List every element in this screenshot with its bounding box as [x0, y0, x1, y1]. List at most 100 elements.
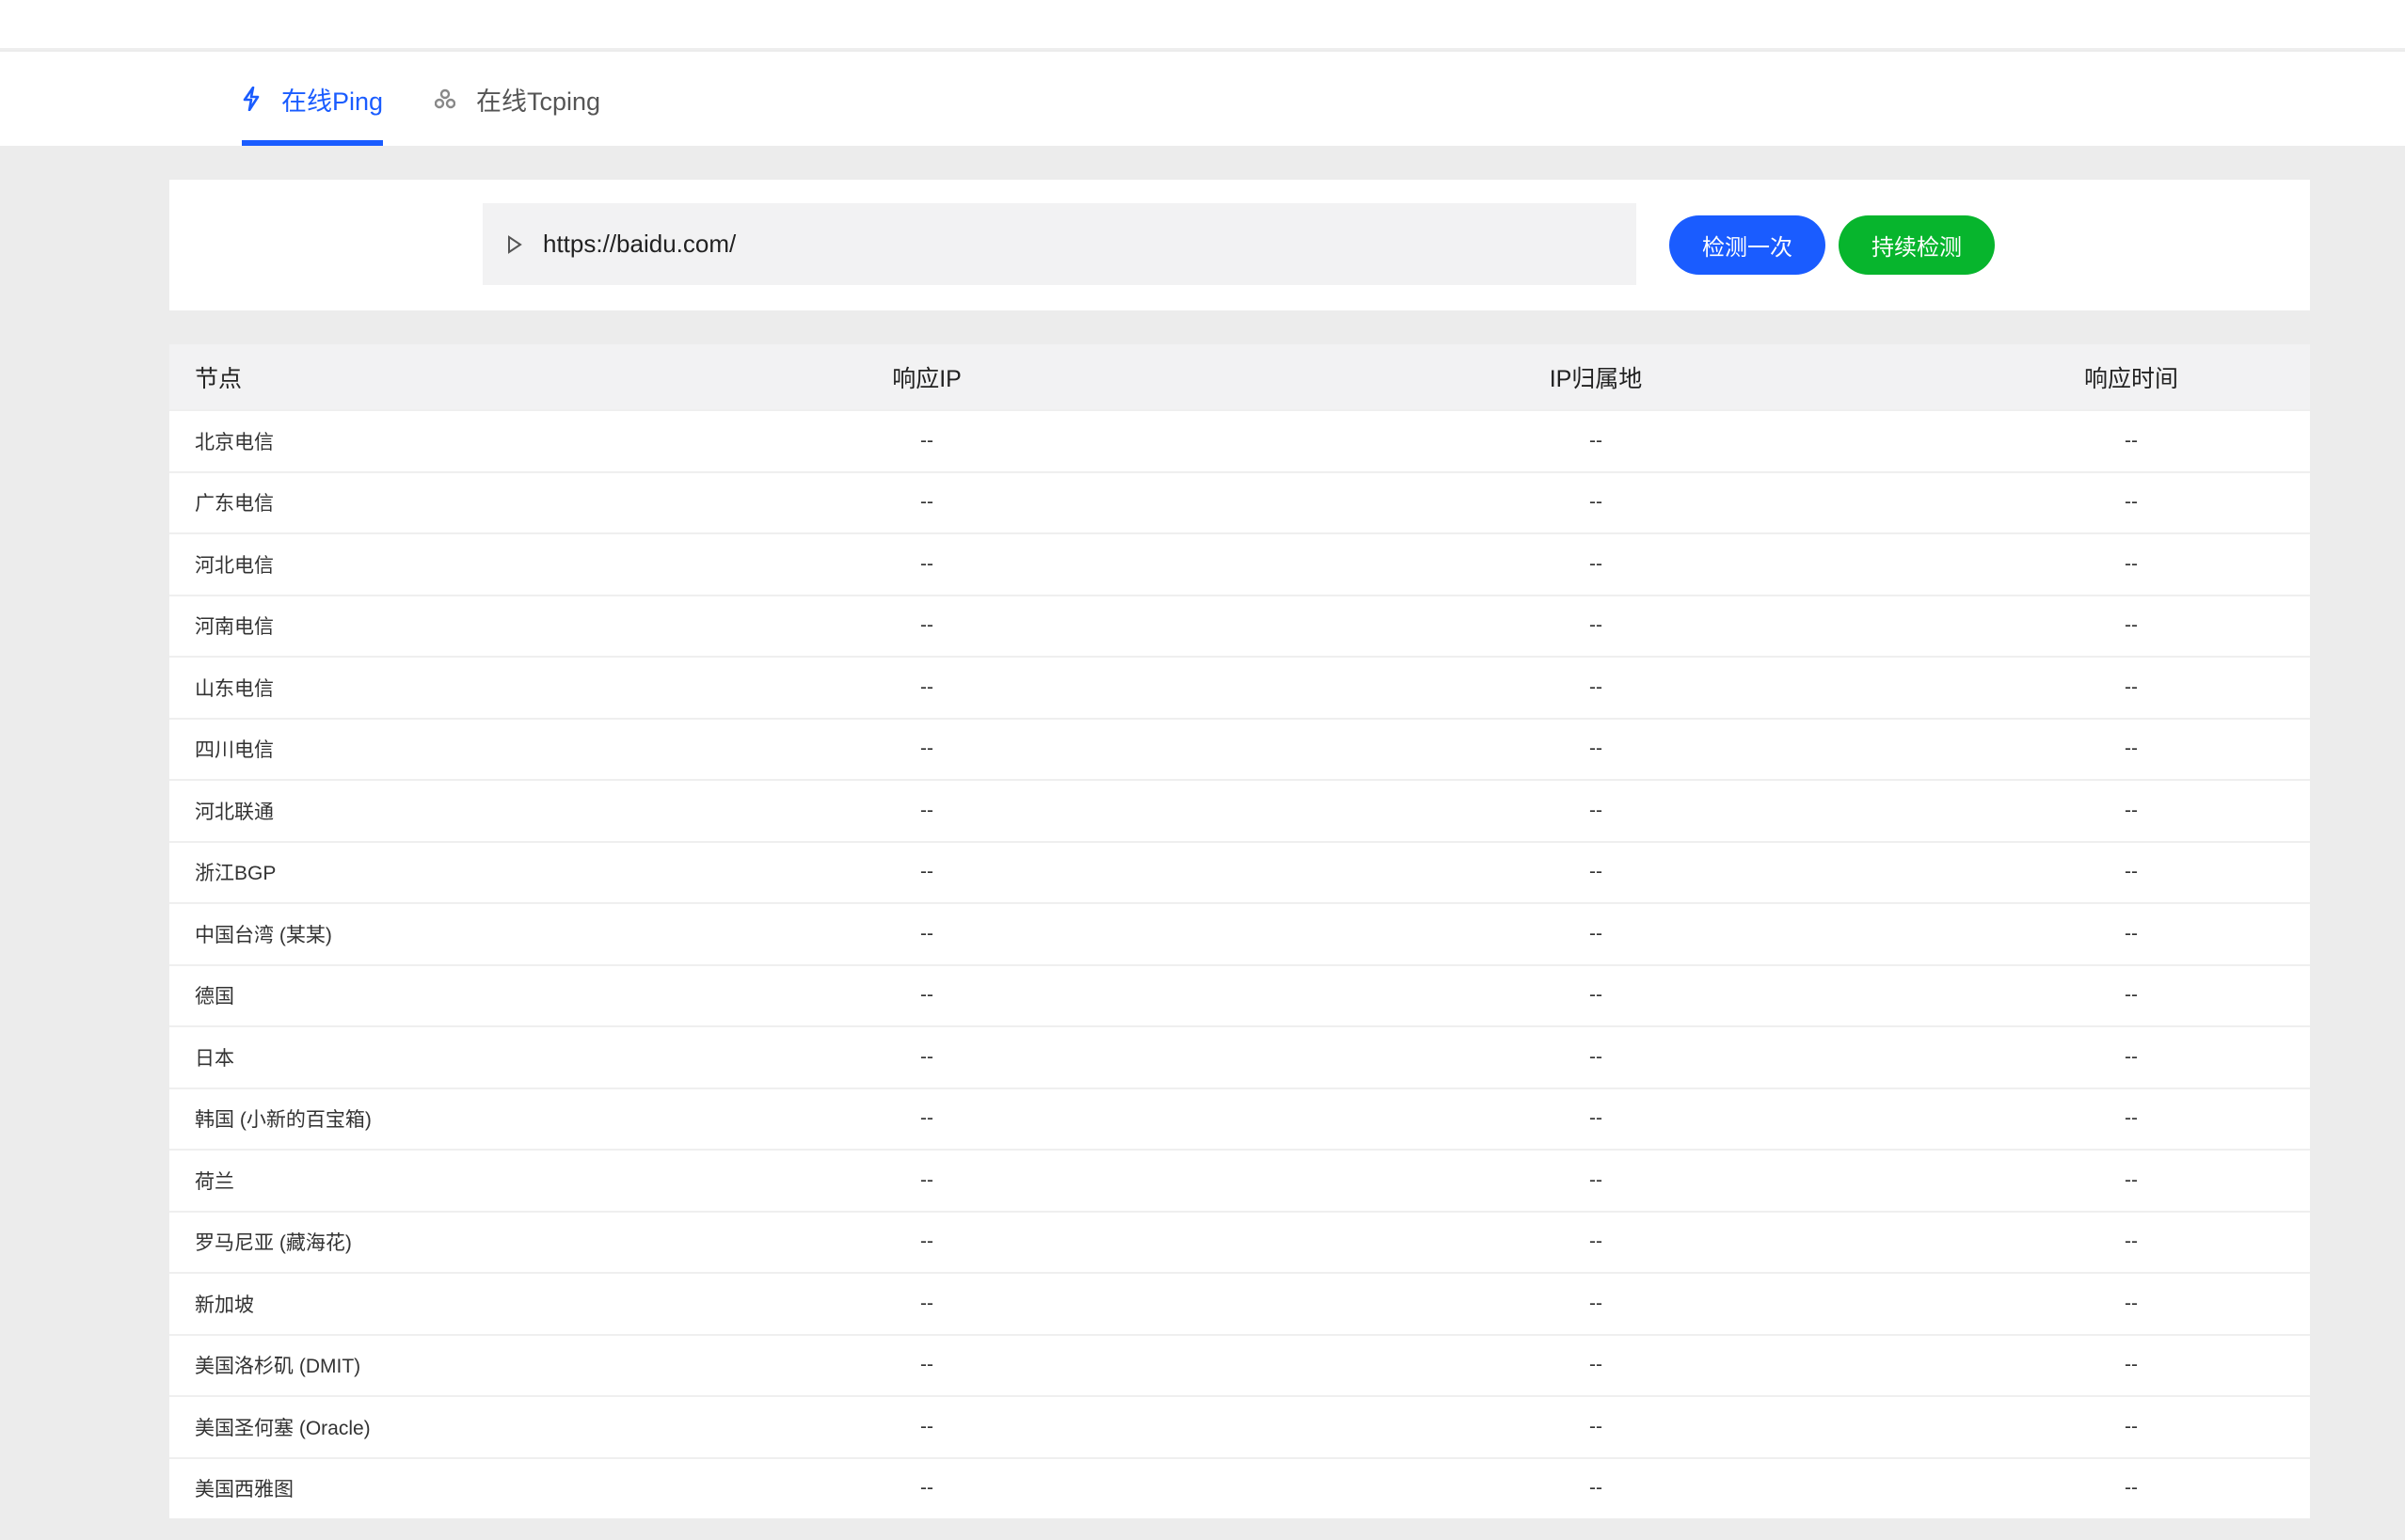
table-row: 河北联通 -- -- -- — [169, 779, 2310, 841]
ip-location: -- — [1589, 984, 1602, 1007]
response-ip: -- — [920, 1354, 933, 1376]
table-row: 浙江BGP -- -- -- — [169, 840, 2310, 903]
header-node: 节点 — [195, 365, 243, 392]
table-row: 日本 -- -- -- — [169, 1025, 2310, 1088]
ip-location: -- — [1589, 799, 1602, 821]
node-name: 四川电信 — [195, 739, 274, 762]
response-time: -- — [2125, 738, 2138, 760]
ip-location: -- — [1589, 429, 1602, 452]
url-value: https://baidu.com/ — [543, 230, 737, 258]
response-ip: -- — [920, 799, 933, 821]
response-ip: -- — [920, 984, 933, 1007]
table-row: 荷兰 -- -- -- — [169, 1149, 2310, 1211]
table-row: 韩国 (小新的百宝箱) -- -- -- — [169, 1087, 2310, 1150]
ip-location: -- — [1589, 1354, 1602, 1376]
response-time: -- — [2125, 799, 2138, 821]
tab-label: 在线Tcping — [476, 87, 601, 116]
node-name: 北京电信 — [195, 431, 274, 453]
response-ip: -- — [920, 1107, 933, 1130]
node-name: 德国 — [195, 986, 234, 1008]
ip-location: -- — [1589, 552, 1602, 575]
node-name: 河北联通 — [195, 801, 274, 823]
table-row: 广东电信 -- -- -- — [169, 470, 2310, 533]
table-body: 北京电信 -- -- -- 广东电信 -- -- -- 河北电信 -- -- -- 河南电信 -- -- --… — [169, 409, 2310, 1518]
results-table: 节点 响应IP IP归属地 响应时间 北京电信 -- -- -- 广东电信 -- -- -- 河… — [169, 344, 2310, 1518]
node-name: 日本 — [195, 1047, 234, 1070]
nodes-icon — [435, 88, 455, 109]
response-time: -- — [2125, 1292, 2138, 1314]
table-row: 山东电信 -- -- -- — [169, 656, 2310, 718]
response-time: -- — [2125, 1354, 2138, 1376]
ip-location: -- — [1589, 922, 1602, 945]
response-ip: -- — [920, 552, 933, 575]
node-name: 新加坡 — [195, 1294, 254, 1316]
ip-location: -- — [1589, 1168, 1602, 1191]
ip-location: -- — [1589, 1107, 1602, 1130]
node-name: 浙江BGP — [195, 863, 277, 885]
node-name: 美国洛杉矶 (DMIT) — [195, 1356, 361, 1378]
response-ip: -- — [920, 738, 933, 760]
node-name: 中国台湾 (某某) — [195, 924, 332, 946]
response-time: -- — [2125, 1168, 2138, 1191]
table-row: 德国 -- -- -- — [169, 963, 2310, 1026]
table-row: 北京电信 -- -- -- — [169, 409, 2310, 471]
ip-location: -- — [1589, 1045, 1602, 1068]
node-name: 广东电信 — [195, 493, 274, 516]
table-row: 美国圣何塞 (Oracle) -- -- -- — [169, 1395, 2310, 1457]
response-ip: -- — [920, 1168, 933, 1191]
table-row: 新加坡 -- -- -- — [169, 1272, 2310, 1334]
response-time: -- — [2125, 1477, 2138, 1500]
header-time: 响应时间 — [2083, 365, 2179, 392]
table-header: 节点 响应IP IP归属地 响应时间 — [169, 344, 2310, 409]
node-name: 韩国 (小新的百宝箱) — [195, 1109, 372, 1132]
node-name: 河南电信 — [195, 616, 274, 639]
header-ip: 响应IP — [892, 365, 962, 392]
node-name: 河北电信 — [195, 554, 274, 577]
response-ip: -- — [920, 922, 933, 945]
ip-location: -- — [1589, 1415, 1602, 1437]
response-time: -- — [2125, 861, 2138, 883]
node-name: 山东电信 — [195, 677, 274, 700]
response-time: -- — [2125, 922, 2138, 945]
response-time: -- — [2125, 491, 2138, 514]
response-time: -- — [2125, 984, 2138, 1007]
response-ip: -- — [920, 614, 933, 637]
table-row: 美国西雅图 -- -- -- — [169, 1456, 2310, 1519]
header-location: IP归属地 — [1549, 365, 1643, 392]
node-name: 美国西雅图 — [195, 1479, 294, 1501]
ip-location: -- — [1589, 675, 1602, 698]
table-row: 河南电信 -- -- -- — [169, 594, 2310, 657]
response-time: -- — [2125, 429, 2138, 452]
response-ip: -- — [920, 1230, 933, 1253]
response-ip: -- — [920, 491, 933, 514]
response-time: -- — [2125, 552, 2138, 575]
tab-bar: 在线Ping 在线Tcping — [0, 52, 2405, 146]
ip-location: -- — [1589, 1230, 1602, 1253]
play-icon — [508, 234, 522, 254]
table-row: 河北电信 -- -- -- — [169, 532, 2310, 595]
ip-location: -- — [1589, 1477, 1602, 1500]
response-ip: -- — [920, 1045, 933, 1068]
table-row: 罗马尼亚 (藏海花) -- -- -- — [169, 1210, 2310, 1273]
node-name: 荷兰 — [195, 1170, 234, 1193]
response-ip: -- — [920, 429, 933, 452]
table-row: 四川电信 -- -- -- — [169, 717, 2310, 780]
lightning-icon — [243, 87, 260, 111]
response-time: -- — [2125, 1107, 2138, 1130]
url-input[interactable]: https://baidu.com/ — [483, 203, 1636, 285]
response-ip: -- — [920, 1415, 933, 1437]
continuous-check-button[interactable]: 持续检测 — [1839, 215, 1995, 275]
response-time: -- — [2125, 1415, 2138, 1437]
ip-location: -- — [1589, 861, 1602, 883]
ip-location: -- — [1589, 1292, 1602, 1314]
response-ip: -- — [920, 675, 933, 698]
search-card: https://baidu.com/ 检测一次 持续检测 — [169, 180, 2310, 310]
node-name: 罗马尼亚 (藏海花) — [195, 1232, 352, 1255]
tab-ping[interactable]: 在线Ping — [242, 52, 384, 146]
node-name: 美国圣何塞 (Oracle) — [195, 1417, 371, 1439]
response-time: -- — [2125, 1230, 2138, 1253]
tab-tcping[interactable]: 在线Tcping — [435, 52, 600, 146]
check-once-button[interactable]: 检测一次 — [1669, 215, 1825, 275]
ip-location: -- — [1589, 491, 1602, 514]
table-row: 美国洛杉矶 (DMIT) -- -- -- — [169, 1333, 2310, 1396]
